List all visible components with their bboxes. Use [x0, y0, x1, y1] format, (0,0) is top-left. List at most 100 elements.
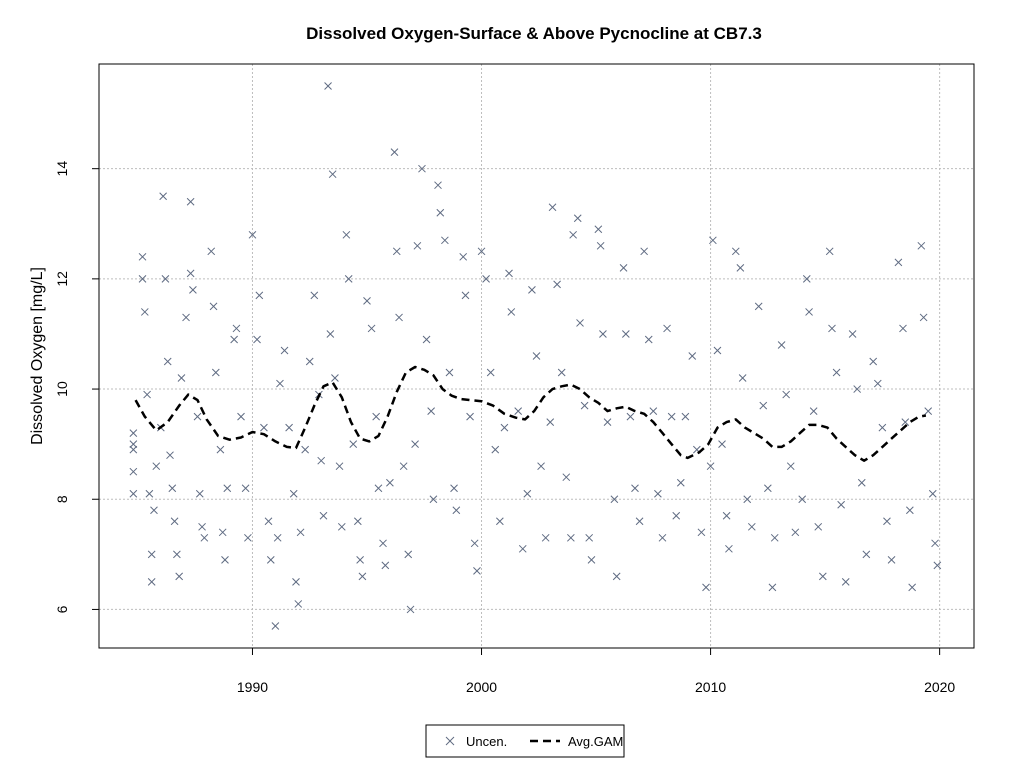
data-point: [558, 369, 565, 376]
data-point: [645, 336, 652, 343]
data-point: [858, 479, 865, 486]
legend: Uncen. Avg.GAM: [426, 725, 624, 757]
data-point: [231, 336, 238, 343]
data-point: [870, 358, 877, 365]
data-point: [446, 369, 453, 376]
y-tick-label: 6: [54, 605, 70, 613]
data-point: [343, 231, 350, 238]
data-point: [254, 336, 261, 343]
data-point: [393, 248, 400, 255]
data-point: [471, 540, 478, 547]
y-tick-label: 10: [54, 381, 70, 397]
data-point: [641, 248, 648, 255]
data-point: [286, 424, 293, 431]
chart-title: Dissolved Oxygen-Surface & Above Pycnocl…: [306, 24, 762, 43]
data-point: [194, 413, 201, 420]
data-point: [815, 523, 822, 530]
x-tick-label: 1990: [237, 679, 268, 695]
data-point: [620, 264, 627, 271]
legend-label-avg-gam: Avg.GAM: [568, 734, 623, 749]
data-point: [826, 248, 833, 255]
data-point: [306, 358, 313, 365]
data-point: [173, 551, 180, 558]
data-point: [336, 463, 343, 470]
data-point: [396, 314, 403, 321]
data-point: [276, 380, 283, 387]
data-point: [224, 485, 231, 492]
data-point: [460, 253, 467, 260]
data-point: [462, 292, 469, 299]
data-point: [833, 369, 840, 376]
data-point: [183, 314, 190, 321]
data-point: [380, 540, 387, 547]
data-point: [828, 325, 835, 332]
data-point: [519, 545, 526, 552]
data-point: [148, 578, 155, 585]
data-point: [570, 231, 577, 238]
data-point: [932, 540, 939, 547]
data-point: [363, 297, 370, 304]
data-point: [524, 490, 531, 497]
data-point: [613, 573, 620, 580]
data-point: [233, 325, 240, 332]
data-point: [437, 209, 444, 216]
data-point: [764, 485, 771, 492]
data-point: [888, 556, 895, 563]
data-point: [141, 308, 148, 315]
data-point: [929, 490, 936, 497]
data-point: [760, 402, 767, 409]
data-point: [453, 507, 460, 514]
data-point: [169, 485, 176, 492]
data-point: [400, 463, 407, 470]
data-point: [650, 408, 657, 415]
data-point: [883, 518, 890, 525]
y-axis-label: Dissolved Oxygen [mg/L]: [29, 267, 46, 445]
data-point: [554, 281, 561, 288]
data-point: [386, 479, 393, 486]
data-point: [810, 408, 817, 415]
data-point: [515, 408, 522, 415]
data-point: [295, 600, 302, 607]
data-point: [631, 485, 638, 492]
data-point: [787, 463, 794, 470]
data-point: [714, 347, 721, 354]
x-tick-label: 2010: [695, 679, 726, 695]
data-point: [217, 446, 224, 453]
data-point: [863, 551, 870, 558]
data-point: [219, 529, 226, 536]
data-point: [242, 485, 249, 492]
data-point: [357, 556, 364, 563]
data-point: [755, 303, 762, 310]
data-point: [302, 446, 309, 453]
data-point: [792, 529, 799, 536]
data-point: [325, 83, 332, 90]
data-point: [806, 308, 813, 315]
data-point: [668, 413, 675, 420]
data-point: [574, 215, 581, 222]
data-point: [783, 391, 790, 398]
data-point: [838, 501, 845, 508]
data-point: [210, 303, 217, 310]
data-point: [659, 534, 666, 541]
data-point: [320, 512, 327, 519]
data-point: [636, 518, 643, 525]
data-point: [281, 347, 288, 354]
data-point: [586, 534, 593, 541]
data-point: [689, 353, 696, 360]
data-point: [849, 330, 856, 337]
data-point: [549, 204, 556, 211]
data-point: [187, 270, 194, 277]
data-point: [331, 375, 338, 382]
data-point: [581, 402, 588, 409]
data-point: [164, 358, 171, 365]
data-point: [274, 534, 281, 541]
data-point: [176, 573, 183, 580]
data-point: [771, 534, 778, 541]
data-point: [542, 534, 549, 541]
data-point: [441, 237, 448, 244]
data-point: [567, 534, 574, 541]
data-point: [405, 551, 412, 558]
data-point: [327, 330, 334, 337]
data-point: [373, 413, 380, 420]
